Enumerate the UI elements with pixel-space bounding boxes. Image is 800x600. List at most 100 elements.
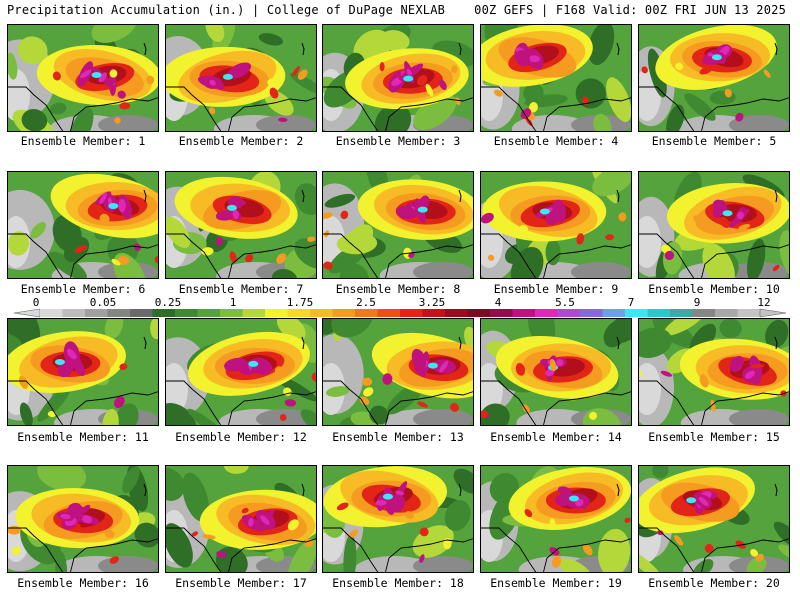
- ensemble-member-label: Ensemble Member: 11: [17, 430, 149, 444]
- colorbar-swatch: [557, 309, 581, 317]
- precip-field-map: [166, 319, 316, 425]
- colorbar-tick-label: 2.5: [356, 296, 376, 309]
- precip-field-map: [8, 172, 158, 278]
- ensemble-panel-11: [7, 318, 159, 426]
- colorbar-tick-label: 1: [230, 296, 237, 309]
- colorbar-swatch: [62, 309, 86, 317]
- ensemble-member-label: Ensemble Member: 20: [648, 576, 780, 590]
- coastline-border: [323, 527, 473, 572]
- colorbar-swatch: [602, 309, 626, 317]
- colorbar-swatch: [175, 309, 198, 317]
- ensemble-panel-18: [322, 465, 474, 573]
- ensemble-panel-9: [480, 171, 632, 279]
- colorbar-tick-label: 0: [33, 296, 40, 309]
- coastline-border: [323, 380, 473, 425]
- ensemble-panel-1: [7, 24, 159, 132]
- ensemble-member-label: Ensemble Member: 2: [178, 134, 304, 148]
- ensemble-member-label: Ensemble Member: 14: [490, 430, 622, 444]
- colorbar-swatch: [355, 309, 378, 317]
- ensemble-member-label: Ensemble Member: 18: [332, 576, 464, 590]
- coastline-border: [8, 233, 158, 278]
- ensemble-member-label: Ensemble Member: 13: [332, 430, 464, 444]
- colorbar-swatch: [287, 309, 311, 317]
- coastline-border: [639, 233, 789, 278]
- ensemble-panel-5: [638, 24, 790, 132]
- ensemble-member-label: Ensemble Member: 5: [651, 134, 777, 148]
- colorbar-swatch: [535, 309, 558, 317]
- colorbar-swatch: [715, 309, 738, 317]
- colorbar-swatch: [670, 309, 693, 317]
- coastline-border: [639, 380, 789, 425]
- ensemble-panel-15: [638, 318, 790, 426]
- colorbar-swatch: [625, 309, 648, 317]
- colorbar-swatch: [422, 309, 446, 317]
- precip-field-map: [639, 25, 789, 131]
- ensemble-member-label: Ensemble Member: 4: [493, 134, 619, 148]
- coastline-border: [639, 86, 789, 131]
- ensemble-member-label: Ensemble Member: 1: [20, 134, 146, 148]
- ensemble-member-label: Ensemble Member: 12: [175, 430, 307, 444]
- precip-field-map: [323, 25, 473, 131]
- colorbar-swatch: [220, 309, 243, 317]
- precip-field-map: [166, 172, 316, 278]
- precip-field-map: [166, 466, 316, 572]
- title-right: 00Z GEFS | F168 Valid: 00Z FRI JUN 13 20…: [474, 3, 786, 17]
- precip-field-map: [639, 172, 789, 278]
- colorbar-swatch: [152, 309, 176, 317]
- coastline-border: [481, 380, 631, 425]
- precip-field-map: [481, 172, 631, 278]
- colorbar-tick-label: 0.05: [90, 296, 117, 309]
- ensemble-member-label: Ensemble Member: 9: [493, 282, 619, 296]
- precip-field-map: [481, 25, 631, 131]
- coastline-border: [481, 233, 631, 278]
- colorbar-swatch: [490, 309, 513, 317]
- precip-field-map: [323, 319, 473, 425]
- colorbar-swatch: [310, 309, 333, 317]
- colorbar-swatch: [647, 309, 671, 317]
- coastline-border: [8, 527, 158, 572]
- colorbar-swatch: [197, 309, 221, 317]
- colorbar-tick-label: 7: [628, 296, 635, 309]
- colorbar-swatch: [445, 309, 468, 317]
- precip-field-map: [323, 466, 473, 572]
- colorbar-swatch: [692, 309, 716, 317]
- colorbar-swatch: [377, 309, 401, 317]
- ensemble-panel-12: [165, 318, 317, 426]
- coastline-border: [639, 527, 789, 572]
- coastline-border: [8, 86, 158, 131]
- coastline-border: [166, 233, 316, 278]
- colorbar-swatch: [242, 309, 266, 317]
- coastline-border: [8, 380, 158, 425]
- colorbar-tick-label: 5.5: [555, 296, 575, 309]
- ensemble-panel-8: [322, 171, 474, 279]
- coastline-border: [166, 86, 316, 131]
- colorbar-max-arrow: [759, 308, 787, 318]
- ensemble-panel-19: [480, 465, 632, 573]
- coastline-border: [481, 527, 631, 572]
- colorbar-swatch: [332, 309, 356, 317]
- colorbar-tick-label: 1.75: [287, 296, 314, 309]
- ensemble-member-label: Ensemble Member: 3: [335, 134, 461, 148]
- ensemble-member-label: Ensemble Member: 15: [648, 430, 780, 444]
- precip-field-map: [8, 466, 158, 572]
- precip-field-map: [639, 466, 789, 572]
- title-left: Precipitation Accumulation (in.) | Colle…: [7, 3, 446, 17]
- precip-colorbar: 0 0.05 0.25 1 1.75 2.5 3.25 4 5.5 7 9 12: [13, 296, 787, 318]
- ensemble-panel-10: [638, 171, 790, 279]
- precip-field-map: [481, 319, 631, 425]
- ensemble-member-label: Ensemble Member: 17: [175, 576, 307, 590]
- colorbar-swatch: [85, 309, 108, 317]
- colorbar-min-arrow: [13, 308, 41, 318]
- colorbar-tick-label: 0.25: [155, 296, 182, 309]
- ensemble-member-label: Ensemble Member: 6: [20, 282, 146, 296]
- ensemble-panel-20: [638, 465, 790, 573]
- coastline-border: [166, 527, 316, 572]
- colorbar-swatch: [265, 309, 288, 317]
- colorbar-swatch: [400, 309, 423, 317]
- precip-field-map: [323, 172, 473, 278]
- coastline-border: [323, 233, 473, 278]
- ensemble-member-label: Ensemble Member: 10: [648, 282, 780, 296]
- ensemble-panel-13: [322, 318, 474, 426]
- colorbar-tick-label: 4: [495, 296, 502, 309]
